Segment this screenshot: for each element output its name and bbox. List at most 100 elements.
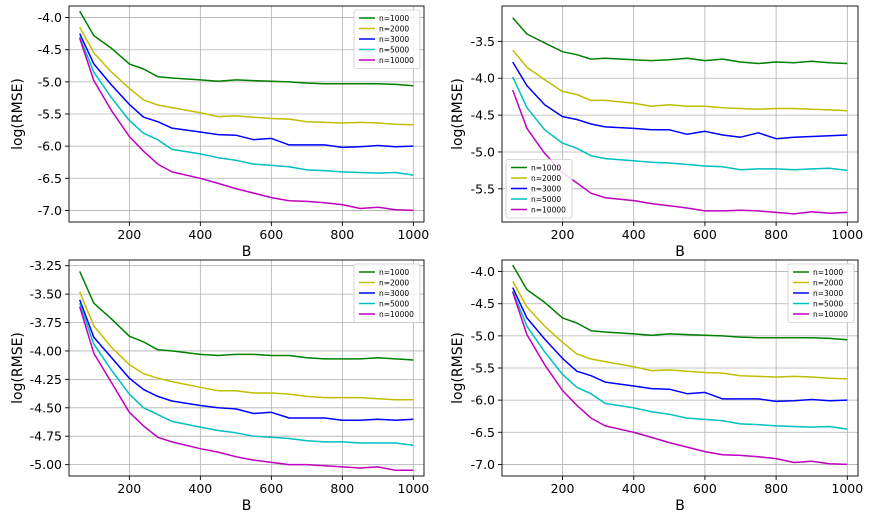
y-tick-label: -4.5 — [471, 296, 495, 311]
series-line-n-5000 — [79, 36, 414, 176]
legend-label: n=10000 — [379, 310, 414, 319]
x-tick-label: 1000 — [397, 481, 429, 496]
y-tick-label: -4.50 — [30, 400, 62, 415]
chart-panel-4: 200 400 600 800 1000 -4.0 -4.5 -5.0 -5.5 -6.0 -6.5… — [450, 259, 863, 514]
y-tick-label: -7.0 — [38, 203, 62, 218]
series-line-n-5000 — [512, 76, 848, 172]
x-tick-label: 200 — [117, 227, 141, 242]
y-tick-label: -5.0 — [471, 328, 495, 343]
x-axis-label: B — [675, 244, 685, 260]
x-tick-label: 600 — [259, 481, 283, 496]
legend-label: n=5000 — [379, 46, 409, 55]
x-tick-label: 200 — [551, 481, 575, 496]
y-tick-label: -5.5 — [471, 361, 495, 376]
series-line-n-1000 — [79, 10, 414, 87]
series-line-n-10000 — [78, 306, 414, 472]
x-axis-label: B — [242, 498, 252, 514]
y-axis-label: log(RMSE) — [10, 332, 26, 404]
x-tick-label: 1000 — [397, 227, 429, 242]
y-axis-label: log(RMSE) — [450, 332, 466, 404]
legend-label: n=2000 — [813, 279, 843, 288]
chart-panel-1: 200 400 600 800 1000 -4.0 -4.5 -5.0 -5.5 -6.0 -6.5… — [10, 5, 429, 260]
y-axis-label: log(RMSE) — [450, 78, 466, 150]
y-tick-label: -6.0 — [38, 139, 62, 154]
y-tick-label: -3.25 — [30, 258, 62, 273]
series-line-n-1000 — [512, 264, 848, 341]
legend-label: n=1000 — [379, 268, 409, 277]
x-tick-label: 600 — [259, 227, 283, 242]
legend-label: n=10000 — [531, 206, 566, 215]
series-line-n-2000 — [512, 49, 848, 112]
axes-frame — [501, 5, 859, 223]
legend-label: n=1000 — [379, 14, 409, 23]
x-tick-label: 400 — [188, 227, 212, 242]
y-tick-label: -5.00 — [30, 457, 62, 472]
y-tick-label: -4.0 — [471, 264, 495, 279]
legend-label: n=3000 — [379, 289, 409, 298]
y-tick-label: -6.0 — [471, 393, 495, 408]
x-tick-label: 400 — [622, 227, 646, 242]
y-tick-label: -4.0 — [471, 71, 495, 86]
y-tick-label: -3.5 — [471, 34, 495, 49]
x-tick-label: 600 — [693, 481, 717, 496]
legend-label: n=5000 — [813, 300, 843, 309]
x-tick-label: 1000 — [831, 481, 863, 496]
legend-label: n=2000 — [531, 174, 561, 183]
legend-label: n=10000 — [813, 310, 848, 319]
x-tick-label: 600 — [693, 227, 717, 242]
series-line-n-10000 — [78, 37, 414, 212]
legend-label: n=3000 — [531, 185, 561, 194]
series-line-n-3000 — [512, 61, 848, 140]
y-tick-label: -4.00 — [30, 343, 62, 358]
y-tick-label: -5.0 — [38, 74, 62, 89]
series-line-n-3000 — [512, 287, 848, 403]
series-line-n-3000 — [78, 299, 414, 422]
legend-label: n=2000 — [379, 25, 409, 34]
x-tick-label: 800 — [330, 227, 354, 242]
legend-label: n=5000 — [531, 195, 561, 204]
y-tick-label: -4.25 — [30, 372, 62, 387]
legend-box — [787, 263, 855, 323]
y-tick-label: -5.5 — [471, 181, 495, 196]
legend-box — [353, 263, 421, 323]
y-tick-label: -7.0 — [471, 457, 495, 472]
axes-frame — [68, 259, 425, 477]
legend-box — [505, 159, 573, 219]
chart-panel-3: 200 400 600 800 1000 -3.25 -3.50 -3.75 -4.00 -4.2… — [10, 258, 429, 514]
y-tick-label: -5.0 — [471, 144, 495, 159]
series-line-n-2000 — [79, 26, 414, 126]
legend-label: n=1000 — [813, 268, 843, 277]
legend-label: n=10000 — [379, 56, 414, 65]
x-tick-label: 200 — [551, 227, 575, 242]
y-axis-label: log(RMSE) — [10, 78, 26, 150]
y-tick-label: -4.75 — [30, 429, 62, 444]
y-tick-label: -6.5 — [38, 171, 62, 186]
x-tick-label: 400 — [622, 481, 646, 496]
chart-panel-2: 200 400 600 800 1000 -3.5 -4.0 -4.5 -5.0 -5.5 Blog… — [450, 5, 863, 260]
x-tick-label: 1000 — [831, 227, 863, 242]
series-line-n-3000 — [79, 33, 414, 149]
x-tick-label: 800 — [330, 481, 354, 496]
series-line-n-5000 — [78, 302, 414, 447]
y-tick-label: -4.0 — [38, 10, 62, 25]
series-line-n-2000 — [79, 291, 414, 401]
series-line-n-5000 — [512, 290, 848, 430]
y-tick-label: -4.5 — [471, 108, 495, 123]
x-tick-label: 800 — [764, 481, 788, 496]
x-tick-label: 800 — [764, 227, 788, 242]
y-tick-label: -3.75 — [30, 315, 62, 330]
series-line-n-10000 — [511, 291, 848, 466]
x-axis-label: B — [675, 498, 685, 514]
x-tick-label: 400 — [188, 481, 212, 496]
x-tick-label: 200 — [117, 481, 141, 496]
legend-label: n=5000 — [379, 300, 409, 309]
series-line-n-1000 — [79, 271, 414, 361]
legend-label: n=1000 — [531, 164, 561, 173]
y-tick-label: -6.5 — [471, 425, 495, 440]
legend-label: n=3000 — [813, 289, 843, 298]
